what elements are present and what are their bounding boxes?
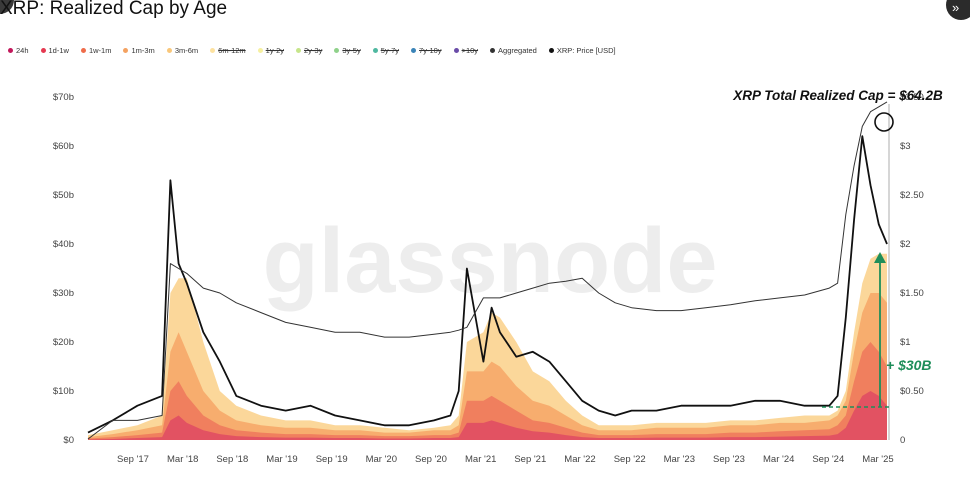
y-right-tick: $1.50 [900,288,924,299]
y-right-tick: $0.50 [900,386,924,397]
legend-dot-icon [40,48,46,53]
legend-item[interactable]: 5y-7y [372,46,400,55]
x-tick: Mar '23 [664,454,695,465]
legend-dot-icon [210,48,216,53]
legend-label: XRP: Price [USD] [556,46,616,55]
watermark: glassnode [262,210,717,312]
legend-item[interactable]: 2y-3y [296,46,322,55]
increase-label: + $30B [886,357,932,373]
y-left-tick: $30b [53,288,74,299]
legend-label: 24h [16,46,29,55]
y-right-tick: $2 [900,239,911,250]
y-left-tick: $60b [53,141,74,152]
legend-item[interactable]: 6m-12m [210,46,246,55]
legend-dot-icon [548,48,554,53]
x-tick: Sep '18 [216,454,248,465]
x-tick: Mar '19 [266,454,297,465]
legend-item[interactable]: 24h [8,46,29,55]
legend-label: 6m-12m [218,46,246,55]
legend-label: 2y-3y [304,46,323,55]
x-axis: Sep '17 Mar '18 Sep '18 Mar '19 Sep '19 Mar '… [117,454,894,465]
total-realized-cap-label: XRP Total Realized Cap = $64.2B [732,88,943,103]
x-tick: Sep '20 [415,454,447,465]
x-tick: Sep '19 [316,454,348,465]
legend-dot-icon [8,48,13,53]
legend-item[interactable]: >10y [453,46,479,55]
y-left-tick: $70b [53,92,74,103]
legend-dot-icon [123,48,129,53]
legend-item[interactable]: 1y-2y [257,46,285,55]
legend-label: Aggregated [498,46,537,55]
aggregated-line [87,135,888,434]
y-left-tick: $40b [53,239,74,250]
legend-dot-icon [296,48,302,53]
y-left-tick: $0 [63,435,74,446]
area-layers [88,253,887,440]
legend-dot-icon [80,48,86,53]
x-tick: Sep '23 [713,454,745,465]
legend-item[interactable]: 7y-10y [411,46,442,55]
x-tick: Mar '24 [763,454,794,465]
y-right-tick: $1 [900,337,911,348]
legend-item[interactable]: 1w-1m [80,46,112,55]
x-tick: Mar '21 [465,454,496,465]
x-tick: Sep '24 [812,454,844,465]
y-right-tick: $2.50 [900,190,924,201]
y-left-tick: $20b [53,337,74,348]
legend-item[interactable]: Aggregated [490,46,537,55]
price-line [87,101,888,440]
line-layers [87,101,888,440]
y-axis-left: $0 $10b $20b $30b $40b $50b $60b $70b [53,92,74,446]
legend: 24h 1d-1w 1w-1m 1m-3m 3m-6m 6m-12m 1y-2y 2y-3y 3… [8,46,616,55]
legend-label: 3y-5y [342,46,361,55]
x-tick: Mar '18 [167,454,198,465]
annotations: XRP Total Realized Cap = $64.2B + $30B [732,88,943,408]
y-right-tick: 0 [900,435,905,446]
x-tick: Mar '22 [564,454,595,465]
legend-label: 1d-1w [48,46,69,55]
y-axis-right: 0 $0.50 $1 $1.50 $2 $2.50 $3 $3.50 [888,92,924,446]
legend-label: 5y-7y [380,46,400,55]
legend-item[interactable]: 3m-6m [166,46,199,55]
legend-label: 1m-3m [131,46,155,55]
x-tick: Mar '25 [862,454,893,465]
legend-label: 1w-1m [88,46,112,55]
x-tick: Mar '20 [366,454,397,465]
legend-dot-icon [166,48,172,53]
y-right-tick: $3 [900,141,911,152]
legend-label: 3m-6m [174,46,199,55]
legend-item[interactable]: 1d-1w [40,46,69,55]
legend-dot-icon [453,48,459,53]
legend-item[interactable]: 1m-3m [123,46,155,55]
legend-label: >10y [461,46,479,55]
legend-dot-icon [490,48,496,53]
x-tick: Sep '22 [614,454,646,465]
x-tick: Sep '17 [117,454,149,465]
legend-item[interactable]: XRP: Price [USD] [548,46,616,55]
legend-label: 1y-2y [265,46,285,55]
legend-item[interactable]: 3y-5y [334,46,361,55]
peak-marker-circle [874,112,894,132]
legend-dot-icon [411,48,417,53]
area-3m-6m [88,253,887,440]
y-right-tick: $3.50 [900,92,924,103]
chart-title: XRP: Realized Cap by Age [0,0,228,19]
legend-dot-icon [257,48,263,53]
area-1m-3m [88,293,887,440]
y-left-tick: $50b [53,190,74,201]
legend-dot-icon [334,48,340,53]
legend-dot-icon [372,48,378,53]
increase-arrow-head [874,252,886,263]
legend-label: 7y-10y [419,46,442,55]
y-left-tick: $10b [53,386,74,397]
x-tick: Sep '21 [514,454,546,465]
expand-icon[interactable]: » [946,0,970,20]
area-1d-1w [88,391,887,440]
